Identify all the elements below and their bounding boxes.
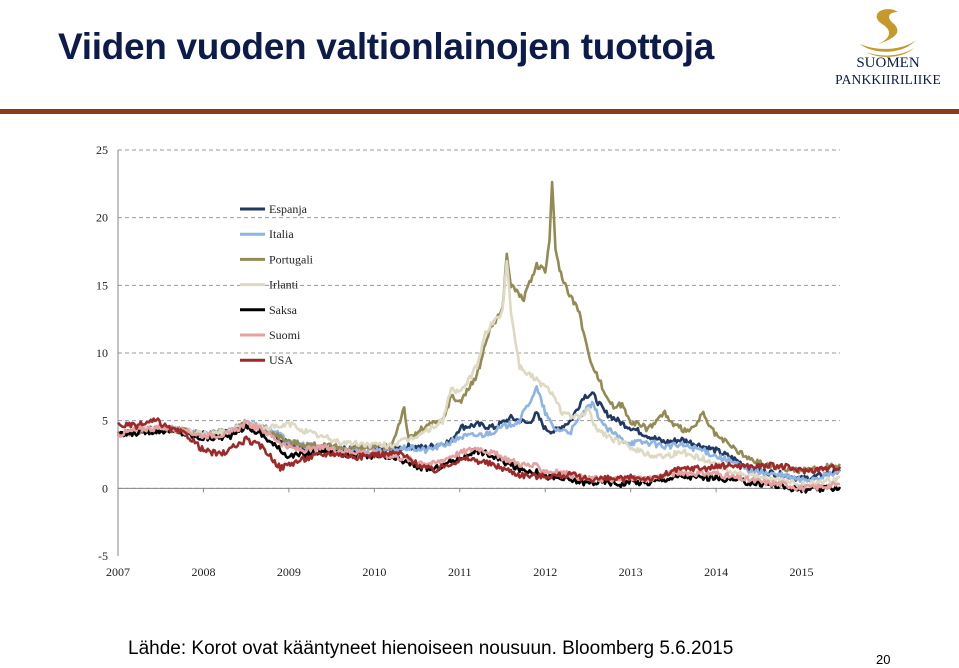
x-tick-label: 2014 [704, 565, 728, 579]
header-divider [0, 109, 959, 114]
series-line-usa [117, 417, 842, 484]
source-note: Lähde: Korot ovat kääntyneet hienoiseen … [128, 638, 734, 659]
series-line-suomi [116, 419, 841, 493]
x-tick-label: 2013 [619, 565, 643, 579]
y-tick-label: 5 [102, 414, 108, 428]
y-tick-label: 20 [96, 211, 108, 225]
y-tick-label: -5 [98, 549, 108, 563]
x-tick-label: 2007 [106, 565, 130, 579]
y-tick-label: 0 [102, 481, 108, 495]
y-tick-label: 15 [96, 278, 108, 292]
logo-mark-icon [860, 9, 916, 57]
legend-label: Irlanti [269, 278, 299, 292]
logo-name-line2: PANKKIIRILIIKE [835, 72, 941, 87]
x-tick-label: 2015 [790, 565, 814, 579]
chart-grid [118, 149, 840, 489]
chart-legend: Espanja Italia Portugali Irlanti Saksa Suomi U… [240, 202, 314, 367]
slide-title: Viiden vuoden valtionlainojen tuottoja [58, 26, 715, 67]
legend-label: Italia [269, 227, 294, 241]
x-axis-ticks: 2007 2008 2009 2010 2011 2012 2013 2014 2015 [106, 565, 814, 579]
page-number: 20 [876, 652, 891, 667]
suomen-pankkiiriliike-logo: SUOMEN PANKKIIRILIIKE [832, 4, 944, 87]
x-tick-label: 2011 [448, 565, 472, 579]
legend-label: USA [269, 353, 293, 367]
chart-axes [117, 150, 840, 556]
x-tick-label: 2012 [533, 565, 557, 579]
x-tick-label: 2008 [191, 565, 215, 579]
y-tick-label: 25 [96, 143, 108, 157]
legend-label: Espanja [269, 202, 308, 216]
chart-series [116, 180, 842, 494]
x-tick-label: 2009 [277, 565, 301, 579]
legend-label: Saksa [269, 303, 298, 317]
y-tick-label: 10 [96, 346, 108, 360]
logo-name-line1: SUOMEN [856, 55, 920, 71]
y-axis-ticks: 25 20 15 10 5 0 -5 [96, 143, 108, 563]
legend-label: Portugali [269, 252, 314, 266]
legend-label: Suomi [269, 328, 301, 342]
x-tick-label: 2010 [362, 565, 386, 579]
